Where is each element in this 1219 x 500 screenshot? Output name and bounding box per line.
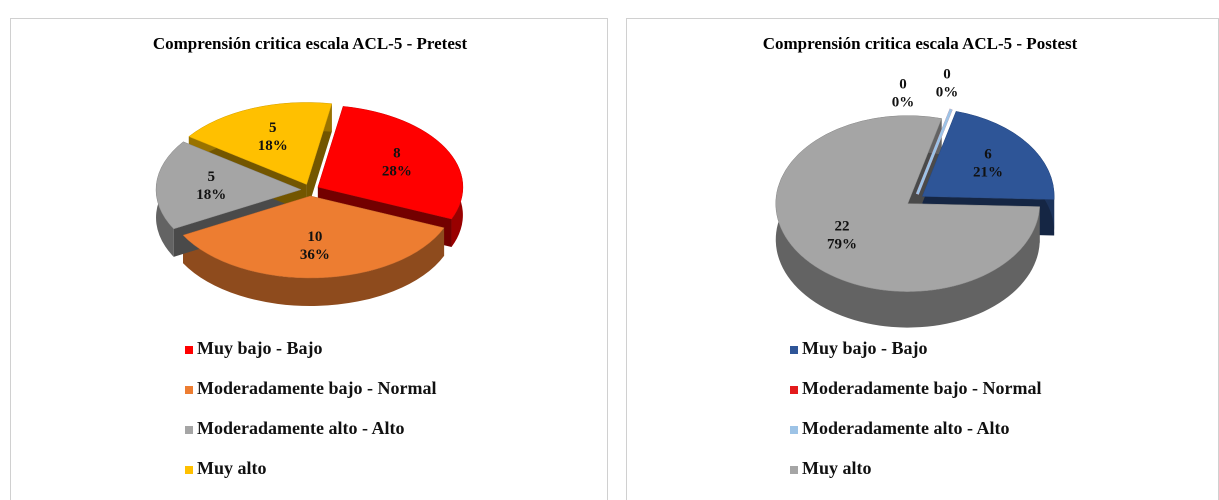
- data-label: 0%: [892, 94, 915, 110]
- slice: [188, 102, 333, 185]
- legend-marker: [185, 426, 193, 434]
- data-label: 6: [984, 146, 992, 162]
- chart-title: Comprensión critica escala ACL-5 - Poste…: [763, 34, 1078, 53]
- slice: [915, 108, 953, 195]
- chart-title: Comprensión critica escala ACL-5 - Prete…: [153, 34, 468, 53]
- data-label: 8: [393, 145, 401, 161]
- data-label: 5: [269, 120, 277, 136]
- slice: [921, 111, 1055, 200]
- data-label: 0: [899, 76, 907, 92]
- data-label: 18%: [196, 187, 226, 203]
- legend-marker: [790, 466, 798, 474]
- legend-marker: [185, 346, 193, 354]
- data-label: 36%: [300, 247, 330, 263]
- data-label: 18%: [258, 138, 288, 154]
- legend-label: Muy bajo - Bajo: [197, 338, 323, 358]
- data-label: 22: [835, 219, 850, 235]
- legend-label: Moderadamente bajo - Normal: [197, 378, 436, 398]
- legend-marker: [790, 346, 798, 354]
- data-label: 21%: [973, 164, 1003, 180]
- legend-label: Moderadamente alto - Alto: [802, 418, 1009, 438]
- data-label: 10: [307, 229, 322, 245]
- slice-side: [183, 227, 445, 306]
- legend-marker: [185, 386, 193, 394]
- legend-label: Muy alto: [802, 458, 872, 478]
- data-label: 0%: [936, 84, 959, 100]
- legend-marker: [185, 466, 193, 474]
- data-label: 28%: [382, 163, 412, 179]
- legend-marker: [790, 426, 798, 434]
- legend-marker: [790, 386, 798, 394]
- legend-label: Moderadamente alto - Alto: [197, 418, 404, 438]
- legend-label: Moderadamente bajo - Normal: [802, 378, 1041, 398]
- panel: [10, 18, 608, 500]
- slice: [775, 115, 1040, 292]
- slice: [182, 195, 445, 279]
- data-label: 5: [208, 169, 216, 185]
- legend-label: Muy bajo - Bajo: [802, 338, 928, 358]
- data-label: 0: [943, 66, 951, 82]
- slice: [155, 141, 302, 230]
- data-label: 79%: [827, 237, 857, 253]
- legend-label: Muy alto: [197, 458, 267, 478]
- slice: [317, 106, 464, 220]
